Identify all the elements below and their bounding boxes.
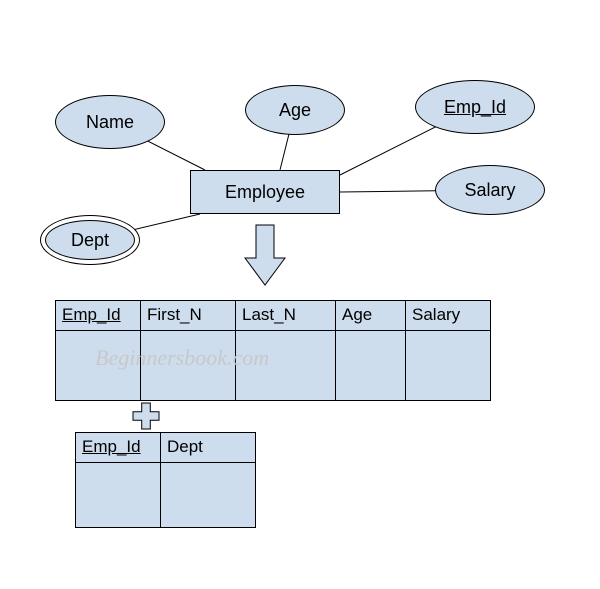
table-dept-cell-1 (161, 463, 256, 528)
entity-employee: Employee (190, 170, 340, 214)
table-employee-cell-4 (406, 331, 491, 401)
attribute-dept: Dept (45, 220, 135, 260)
attribute-name-label: Name (86, 112, 134, 133)
table-employee-header-2: Last_N (236, 301, 336, 331)
table-employee-header-4: Salary (406, 301, 491, 331)
table-employee-cell-0 (56, 331, 141, 401)
table-employee-cell-2 (236, 331, 336, 401)
attribute-emp_id: Emp_Id (415, 80, 535, 134)
attribute-emp_id-label: Emp_Id (444, 97, 506, 118)
table-dept-header-0: Emp_Id (76, 433, 161, 463)
attribute-age: Age (245, 85, 345, 135)
table-employee-header-0: Emp_Id (56, 301, 141, 331)
table-dept-header-1: Dept (161, 433, 256, 463)
table-dept: Emp_IdDept (75, 432, 256, 528)
table-employee-header-1: First_N (141, 301, 236, 331)
attribute-name: Name (55, 95, 165, 149)
entity-label: Employee (225, 182, 305, 203)
arrow-down-icon (245, 225, 285, 285)
attribute-dept-label: Dept (71, 230, 109, 251)
table-employee: Emp_IdFirst_NLast_NAgeSalary (55, 300, 491, 401)
attribute-age-label: Age (279, 100, 311, 121)
table-employee-header-3: Age (336, 301, 406, 331)
attribute-salary-label: Salary (464, 180, 515, 201)
attribute-salary: Salary (435, 165, 545, 215)
table-dept-cell-0 (76, 463, 161, 528)
attribute-dept-outer: Dept (40, 215, 140, 265)
plus-icon (133, 403, 159, 429)
table-employee-cell-3 (336, 331, 406, 401)
table-employee-cell-1 (141, 331, 236, 401)
